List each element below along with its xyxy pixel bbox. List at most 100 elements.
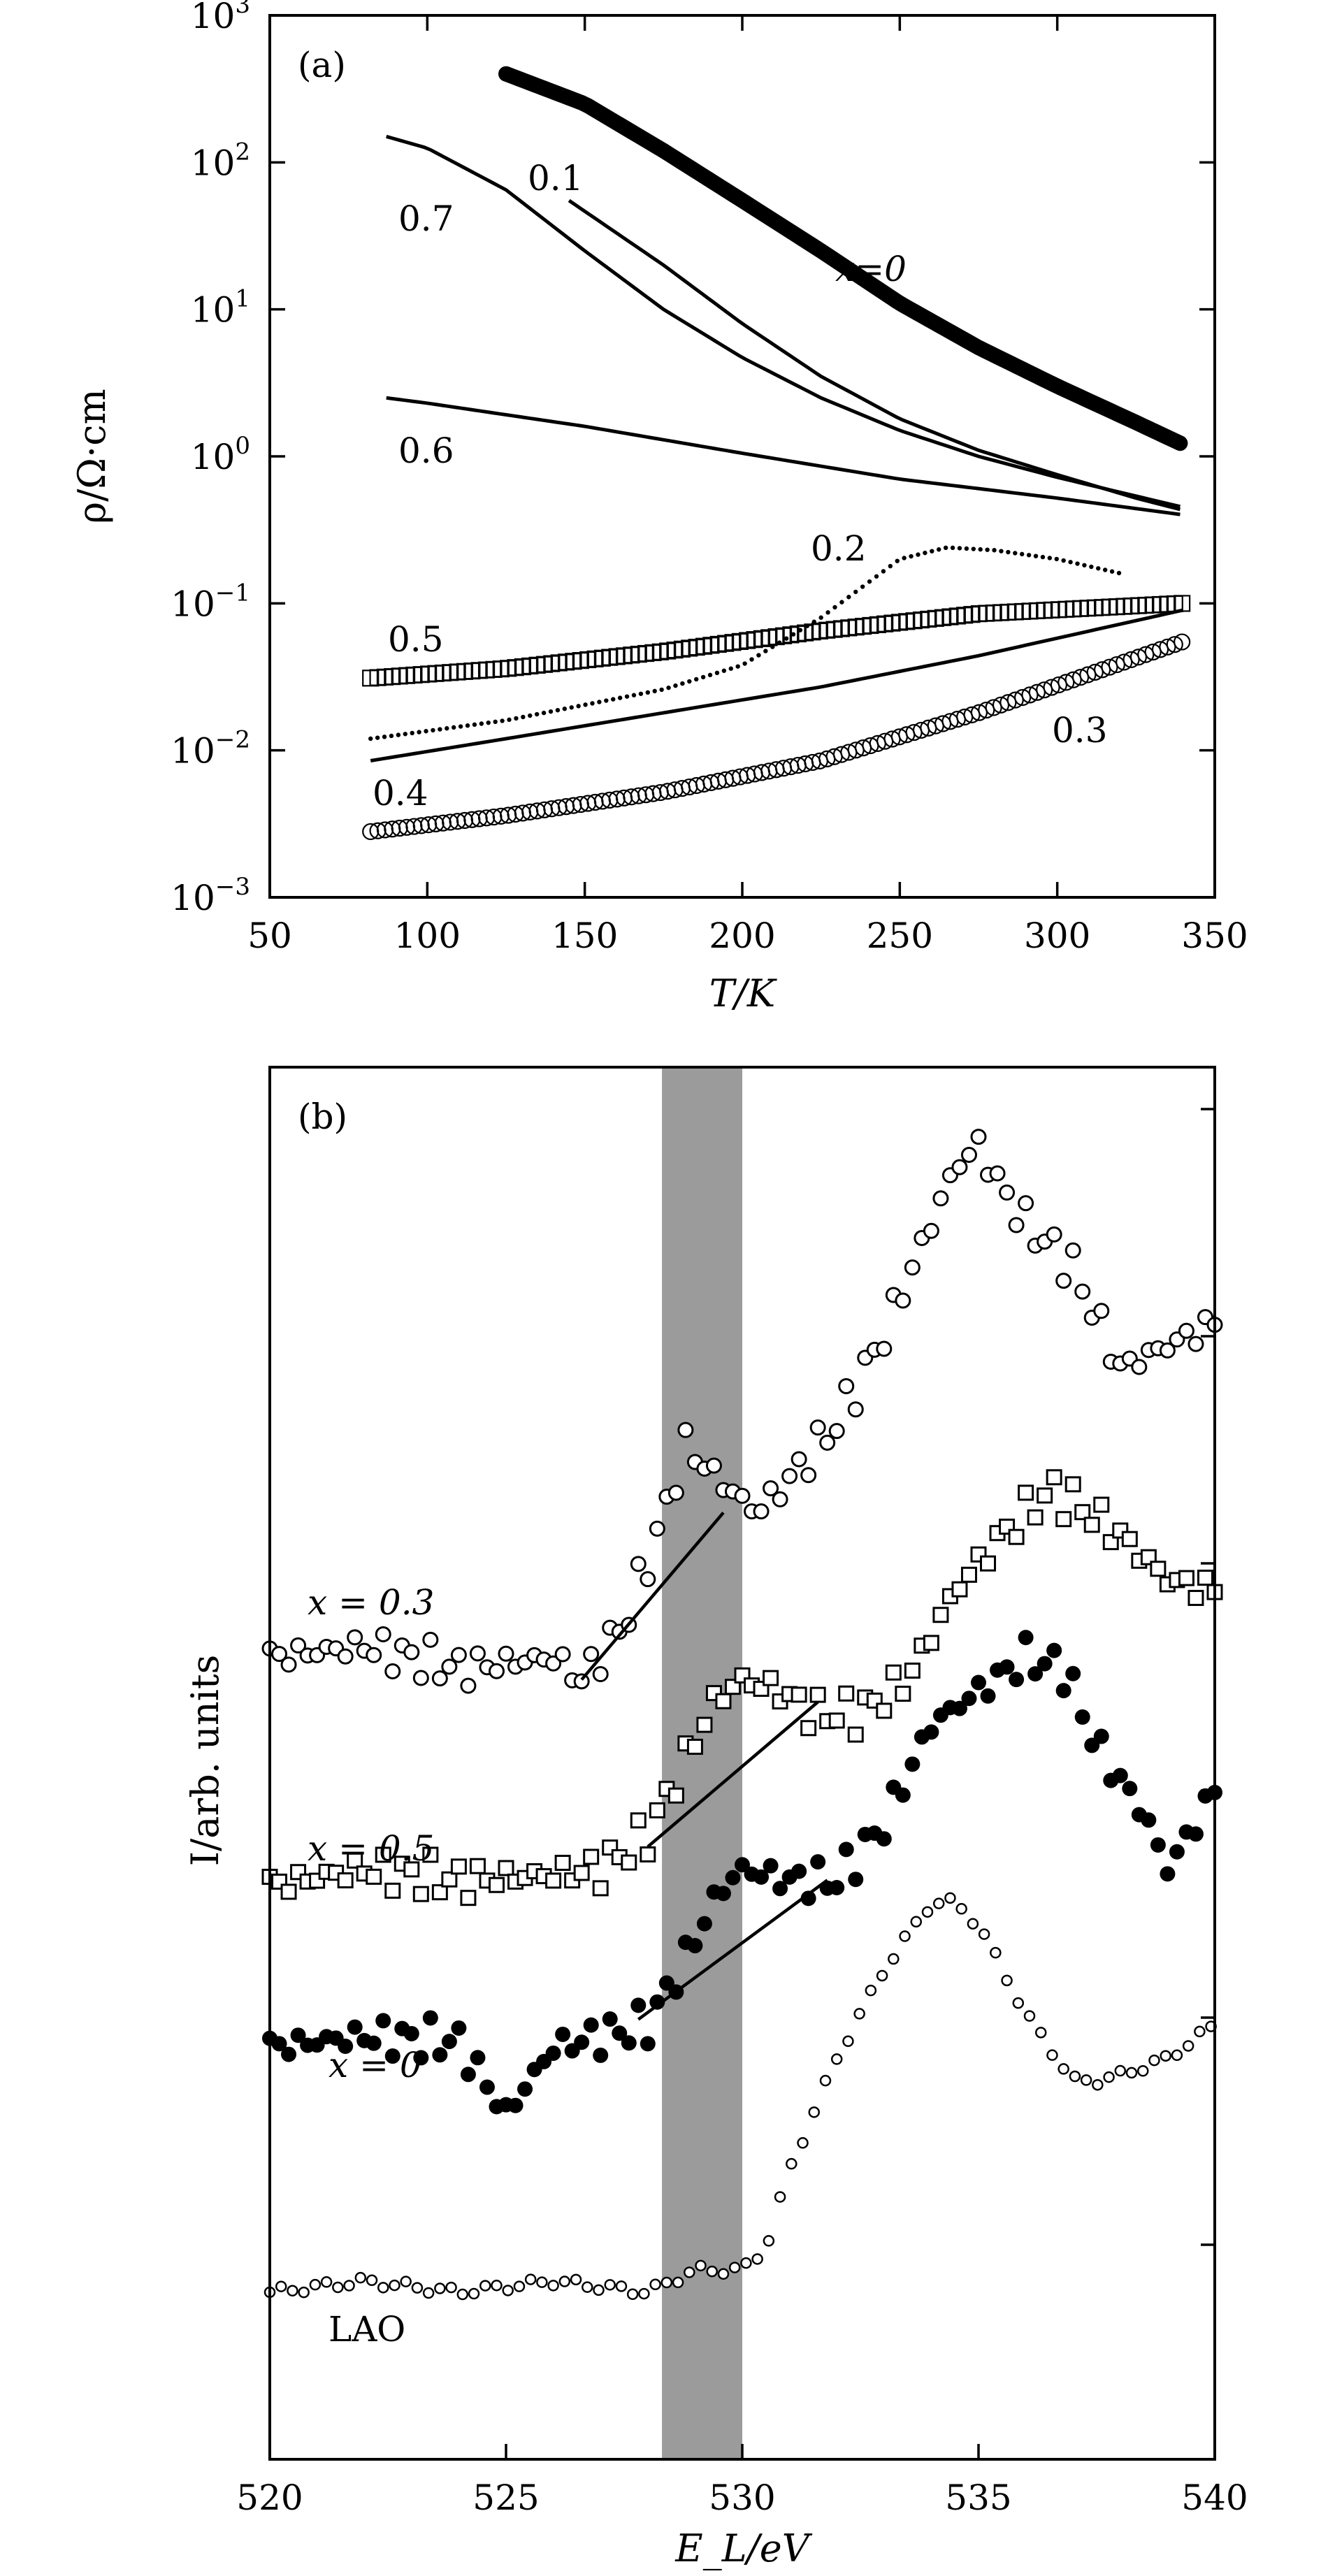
a-point [964,546,969,551]
b-point [412,1886,429,1902]
b-point [1018,1195,1034,1212]
b-point [583,1646,600,1663]
b-point [687,1938,703,1954]
b-point [593,2284,605,2296]
b-series-0 [261,1129,1223,1694]
a-point [424,729,428,734]
b-point [649,1994,665,2010]
a-point [479,721,484,726]
a-series-line-2 [386,134,1181,509]
b-point [1074,1283,1091,1300]
b-point [524,2273,537,2285]
b-point [450,1858,467,1875]
b-point [337,1872,354,1889]
b-point [791,1863,807,1879]
b-point [377,2282,389,2294]
a-point [978,547,983,552]
a-point [839,600,844,605]
b-guide-line-1 [647,1700,819,1848]
panel-b-series-labels: x = 0.3 x = 0.5 x = 0 LAO [308,1582,434,2350]
b-point [1046,2049,1058,2061]
b-series-label-3: LAO [329,2309,405,2350]
b-point [384,1882,401,1899]
b-point [838,1841,854,1858]
b-point [876,1969,888,1982]
a-point [1123,651,1140,668]
b-point [434,2282,446,2294]
b-point [287,2285,298,2297]
b-point [1141,1812,1157,1828]
b-point [422,2287,435,2299]
b-point [1064,1476,1081,1493]
a-point [375,735,380,740]
b-point [280,1656,297,1673]
a-point [784,636,789,641]
b-point [470,2050,486,2066]
b-point [604,2279,616,2291]
b-point [498,1860,514,1876]
b-point [456,2288,469,2301]
a-x-tick-label-4: 250 [867,916,933,956]
b-point [290,1637,307,1654]
b-point [545,1872,562,1889]
a-series-label-1: 0.1 [528,158,584,198]
b-point [593,2047,609,2063]
b-point [923,1724,939,1740]
b-point [751,2253,763,2265]
b-point [686,1738,703,1755]
b-point [441,2034,457,2050]
b-point [1074,1504,1091,1521]
a-point [666,685,671,690]
a-point [985,699,1002,716]
b-point [1083,1517,1100,1533]
a-point [673,683,678,688]
b-point [630,1812,647,1829]
b-point [347,2019,363,2035]
a-point [978,701,995,719]
panel-b-data-marks [261,1129,1223,2301]
a-point [1061,558,1066,563]
a-point [465,723,470,728]
b-point [555,2026,571,2042]
a-point [756,653,761,658]
a-point [1075,561,1080,566]
a-point [1068,560,1073,565]
a-x-tick-label-5: 300 [1024,916,1090,956]
b-point [583,1848,600,1865]
b-point [1188,1589,1204,1606]
a-point [514,716,519,721]
b-point [320,2276,333,2288]
b-point [384,2048,400,2064]
a-point [417,730,421,735]
b-point [1027,1666,1044,1682]
b-point [1055,1273,1072,1289]
b-point [885,1664,902,1681]
a-point [548,709,554,714]
a-point [382,735,387,739]
b-guide-line-2 [637,1879,829,2021]
a-point [999,549,1004,553]
b-point [734,1487,751,1504]
b-point [389,2279,400,2292]
b-point [888,1953,900,1965]
b-point [1112,1767,1128,1783]
a-point [874,574,879,579]
b-point [753,1869,770,1885]
b-point [1074,1709,1090,1725]
b-point [829,1879,845,1895]
a-x-tick-label-2: 150 [551,916,618,956]
a-point [909,553,914,559]
a-point [853,589,858,595]
b-point [573,1673,590,1690]
a-y-tick-label-1: 10−2 [171,726,250,772]
a-point [555,707,561,713]
b-point [573,1865,590,1881]
b-point [445,2281,457,2294]
a-point [500,718,505,723]
b-point [640,2036,656,2052]
b-point [1178,1570,1194,1586]
a-point [728,666,733,671]
a-point [1082,563,1087,567]
b-point [932,1897,945,1909]
b-point [960,1566,977,1583]
